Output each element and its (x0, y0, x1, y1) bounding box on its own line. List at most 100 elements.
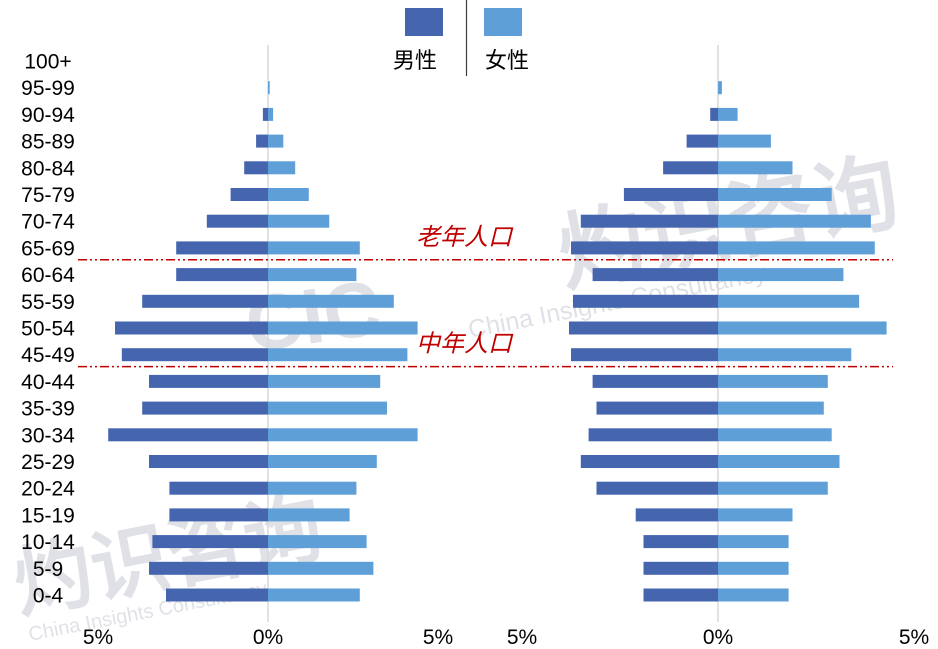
right-male-bar (643, 588, 718, 602)
left-female-bar (268, 241, 360, 255)
left-male-bar (142, 294, 268, 308)
left-male-bar (176, 268, 268, 282)
right-male-bar (569, 321, 718, 335)
right-female-bar (718, 508, 793, 522)
age-group-label: 50-54 (21, 318, 75, 341)
left-female-bar (268, 508, 350, 522)
legend-swatch-male (405, 8, 443, 36)
legend-label-male: 男性 (393, 48, 437, 73)
left-female-bar (268, 188, 309, 201)
right-male-bar (580, 214, 718, 228)
age-group-label: 20-24 (21, 478, 75, 501)
left-male-bar (169, 481, 268, 495)
age-group-label: 30-34 (21, 424, 75, 447)
right-female-bar (718, 401, 824, 415)
left-male-bar (149, 374, 268, 388)
right-male-bar (710, 107, 718, 121)
left-female-bar (268, 561, 374, 575)
left-female-bar (268, 428, 418, 442)
age-group-label: 25-29 (21, 451, 75, 474)
left-female-bar (268, 268, 357, 282)
left-x-tick-label: 5% (423, 626, 453, 649)
age-group-label: 80-84 (21, 157, 75, 180)
age-group-label: 100+ (24, 51, 71, 74)
right-female-bar (718, 161, 793, 175)
right-male-bar (571, 348, 718, 362)
right-male-bar (573, 294, 718, 308)
age-group-label: 55-59 (21, 291, 75, 314)
left-male-bar (262, 107, 268, 121)
right-female-bar (718, 214, 871, 228)
right-male-bar (580, 455, 718, 468)
right-male-bar (643, 535, 718, 549)
right-female-bar (718, 374, 828, 388)
age-group-label: 90-94 (21, 104, 75, 127)
left-female-bar (268, 588, 360, 602)
age-group-label: 35-39 (21, 398, 75, 421)
right-x-tick-label: 0% (703, 626, 733, 649)
left-male-bar (244, 161, 268, 175)
right-male-bar (571, 241, 718, 255)
right-male-bar (596, 481, 718, 495)
right-male-bar (663, 161, 718, 175)
right-female-bar (718, 348, 852, 362)
left-male-bar (121, 348, 268, 362)
age-group-label: 5-9 (33, 558, 63, 581)
left-female-bar (268, 81, 270, 95)
age-group-label: 95-99 (21, 77, 75, 100)
left-male-bar (152, 535, 268, 549)
age-group-label: 65-69 (21, 237, 75, 260)
left-male-bar (142, 401, 268, 415)
left-male-bar (149, 455, 268, 468)
left-male-bar (149, 561, 268, 575)
right-male-bar (643, 561, 718, 575)
age-band-annotation: 老年人口 (416, 224, 514, 251)
right-female-bar (718, 455, 840, 468)
right-female-bar (718, 134, 771, 148)
left-female-bar (268, 535, 367, 549)
right-female-bar (718, 561, 789, 575)
left-male-bar (176, 241, 268, 255)
age-group-label: 10-14 (21, 531, 75, 554)
right-female-bar (718, 241, 875, 255)
left-male-bar (230, 188, 268, 201)
left-female-bar (268, 294, 394, 308)
right-x-tick-label: 5% (507, 626, 537, 649)
right-female-bar (718, 81, 722, 95)
right-female-bar (718, 321, 887, 335)
left-male-bar (256, 134, 268, 148)
left-female-bar (268, 107, 274, 121)
legend-swatch-female (484, 8, 522, 36)
age-group-label: 45-49 (21, 344, 75, 367)
left-female-bar (268, 348, 408, 362)
left-female-bar (268, 134, 284, 148)
left-female-bar (268, 214, 330, 228)
right-female-bar (718, 294, 860, 308)
left-x-tick-label: 0% (253, 626, 283, 649)
age-group-label: 15-19 (21, 504, 75, 527)
right-female-bar (718, 481, 828, 495)
left-female-bar (268, 321, 418, 335)
left-female-bar (268, 481, 357, 495)
right-male-bar (592, 374, 718, 388)
right-female-bar (718, 535, 789, 549)
left-male-bar (115, 321, 268, 335)
right-male-bar (596, 401, 718, 415)
right-female-bar (718, 588, 789, 602)
left-female-bar (268, 161, 296, 175)
age-group-label: 70-74 (21, 211, 75, 234)
age-band-annotation: 中年人口 (416, 331, 514, 358)
age-group-label: 85-89 (21, 131, 75, 154)
right-male-bar (592, 268, 718, 282)
bars (108, 81, 887, 602)
left-female-bar (268, 455, 377, 468)
legend: 男性 女性 (393, 0, 529, 76)
right-male-bar (588, 428, 718, 442)
right-female-bar (718, 188, 832, 201)
right-x-tick-label: 5% (899, 626, 929, 649)
left-male-bar (166, 588, 268, 602)
left-male-bar (169, 508, 268, 522)
age-group-label: 75-79 (21, 184, 75, 207)
